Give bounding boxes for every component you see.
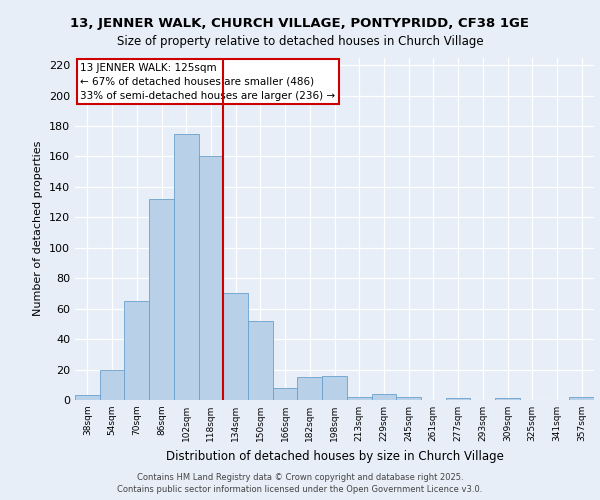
- Text: Size of property relative to detached houses in Church Village: Size of property relative to detached ho…: [116, 35, 484, 48]
- Bar: [248, 321, 273, 400]
- Bar: [174, 134, 199, 400]
- Bar: [298, 377, 322, 400]
- Bar: [124, 301, 149, 400]
- Bar: [75, 396, 100, 400]
- Bar: [223, 294, 248, 400]
- Bar: [347, 397, 371, 400]
- Bar: [199, 156, 223, 400]
- Bar: [322, 376, 347, 400]
- Text: 13, JENNER WALK, CHURCH VILLAGE, PONTYPRIDD, CF38 1GE: 13, JENNER WALK, CHURCH VILLAGE, PONTYPR…: [71, 18, 530, 30]
- Bar: [495, 398, 520, 400]
- Bar: [446, 398, 470, 400]
- Y-axis label: Number of detached properties: Number of detached properties: [34, 141, 43, 316]
- Bar: [273, 388, 298, 400]
- Bar: [371, 394, 396, 400]
- Text: 13 JENNER WALK: 125sqm
← 67% of detached houses are smaller (486)
33% of semi-de: 13 JENNER WALK: 125sqm ← 67% of detached…: [80, 62, 335, 100]
- Bar: [569, 397, 594, 400]
- Bar: [396, 397, 421, 400]
- Bar: [149, 199, 174, 400]
- Text: Contains HM Land Registry data © Crown copyright and database right 2025.
Contai: Contains HM Land Registry data © Crown c…: [118, 472, 482, 494]
- X-axis label: Distribution of detached houses by size in Church Village: Distribution of detached houses by size …: [166, 450, 503, 462]
- Bar: [100, 370, 124, 400]
